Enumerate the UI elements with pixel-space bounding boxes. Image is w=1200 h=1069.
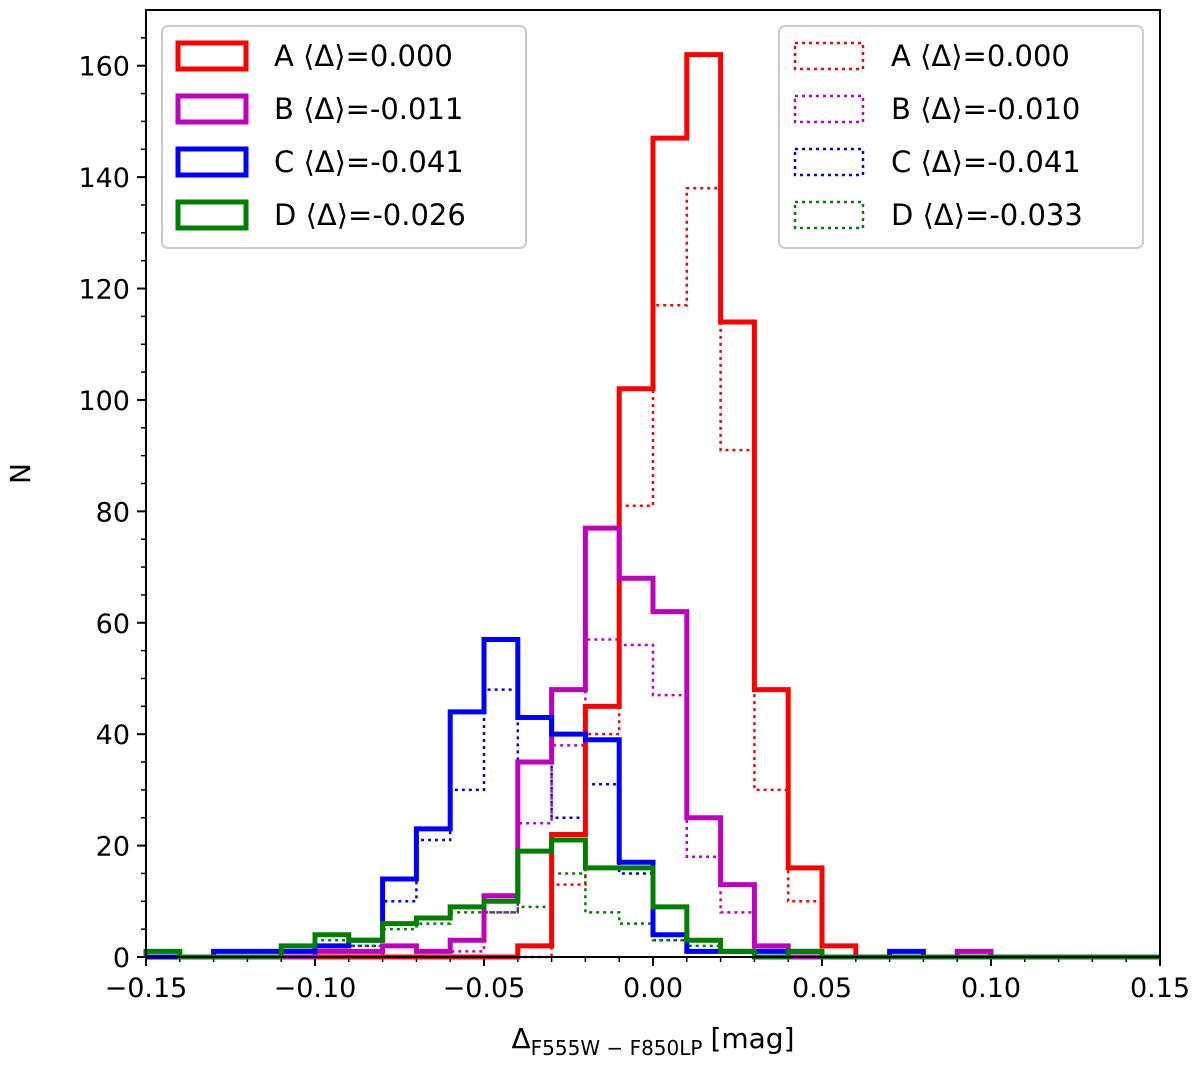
x-tick-label: 0.15 bbox=[1130, 973, 1190, 1004]
x-axis-title-symbol: Δ bbox=[511, 1022, 530, 1055]
x-tick-label: 0.00 bbox=[623, 973, 683, 1004]
legend-right-label: A ⟨Δ⟩=0.000 bbox=[891, 39, 1070, 73]
y-tick-label: 120 bbox=[78, 275, 130, 306]
legend-right-label: C ⟨Δ⟩=-0.041 bbox=[891, 145, 1081, 179]
legend-right-box bbox=[778, 25, 1144, 249]
legend-left-label: D ⟨Δ⟩=-0.026 bbox=[274, 198, 466, 232]
legend-right-label: D ⟨Δ⟩=-0.033 bbox=[891, 198, 1083, 232]
legend-right-swatch bbox=[793, 94, 865, 124]
y-tick-label: 140 bbox=[78, 163, 130, 194]
y-tick-label: 60 bbox=[96, 609, 130, 640]
x-axis-title: ΔF555W − F850LP [mag] bbox=[511, 1022, 794, 1060]
legend-layer: A ⟨Δ⟩=0.000 B ⟨Δ⟩=-0.011 C ⟨Δ⟩=-0.041 D ⟨Δ⟩… bbox=[161, 25, 1144, 249]
y-tick-label: 0 bbox=[113, 943, 130, 974]
x-axis-title-unit: [mag] bbox=[710, 1022, 794, 1055]
legend-right-swatch bbox=[793, 41, 865, 71]
plot-frame bbox=[145, 9, 1161, 958]
legend-left-label: A ⟨Δ⟩=0.000 bbox=[274, 39, 453, 73]
series-c-solid-step bbox=[146, 636, 1160, 960]
legend-right-label: B ⟨Δ⟩=-0.010 bbox=[891, 92, 1080, 126]
y-tick-label: 40 bbox=[96, 720, 130, 751]
legend-right-swatch bbox=[793, 200, 865, 230]
legend-left-box bbox=[161, 25, 527, 249]
x-tick-label: 0.10 bbox=[961, 973, 1021, 1004]
y-tick-label: 80 bbox=[96, 497, 130, 528]
legend-left-swatch bbox=[175, 199, 249, 231]
x-tick-label: −0.15 bbox=[105, 973, 188, 1004]
tick-layer: −0.15 −0.10 −0.05 0.00 0.05 0.10 0.15 0 20 40 60 80… bbox=[78, 37, 1190, 1004]
y-tick-label: 20 bbox=[96, 832, 130, 863]
x-tick-label: −0.05 bbox=[443, 973, 526, 1004]
legend-left: A ⟨Δ⟩=0.000 B ⟨Δ⟩=-0.011 C ⟨Δ⟩=-0.041 D ⟨Δ⟩… bbox=[161, 25, 527, 249]
legend-right-swatch bbox=[793, 147, 865, 177]
y-tick-label: 100 bbox=[78, 386, 130, 417]
legend-left-swatch bbox=[175, 40, 249, 72]
y-tick-label: 160 bbox=[78, 52, 130, 83]
legend-left-label: C ⟨Δ⟩=-0.041 bbox=[274, 145, 464, 179]
x-tick-label: −0.10 bbox=[274, 973, 357, 1004]
legend-right: A ⟨Δ⟩=0.000 B ⟨Δ⟩=-0.010 C ⟨Δ⟩=-0.041 D ⟨Δ⟩… bbox=[778, 25, 1144, 249]
x-tick-label: 0.05 bbox=[792, 973, 852, 1004]
y-axis-title: N bbox=[4, 463, 37, 484]
legend-left-label: B ⟨Δ⟩=-0.011 bbox=[274, 92, 463, 126]
legend-left-swatch bbox=[175, 146, 249, 178]
legend-left-swatch bbox=[175, 93, 249, 125]
x-axis-title-subscript: F555W − F850LP bbox=[531, 1036, 703, 1060]
